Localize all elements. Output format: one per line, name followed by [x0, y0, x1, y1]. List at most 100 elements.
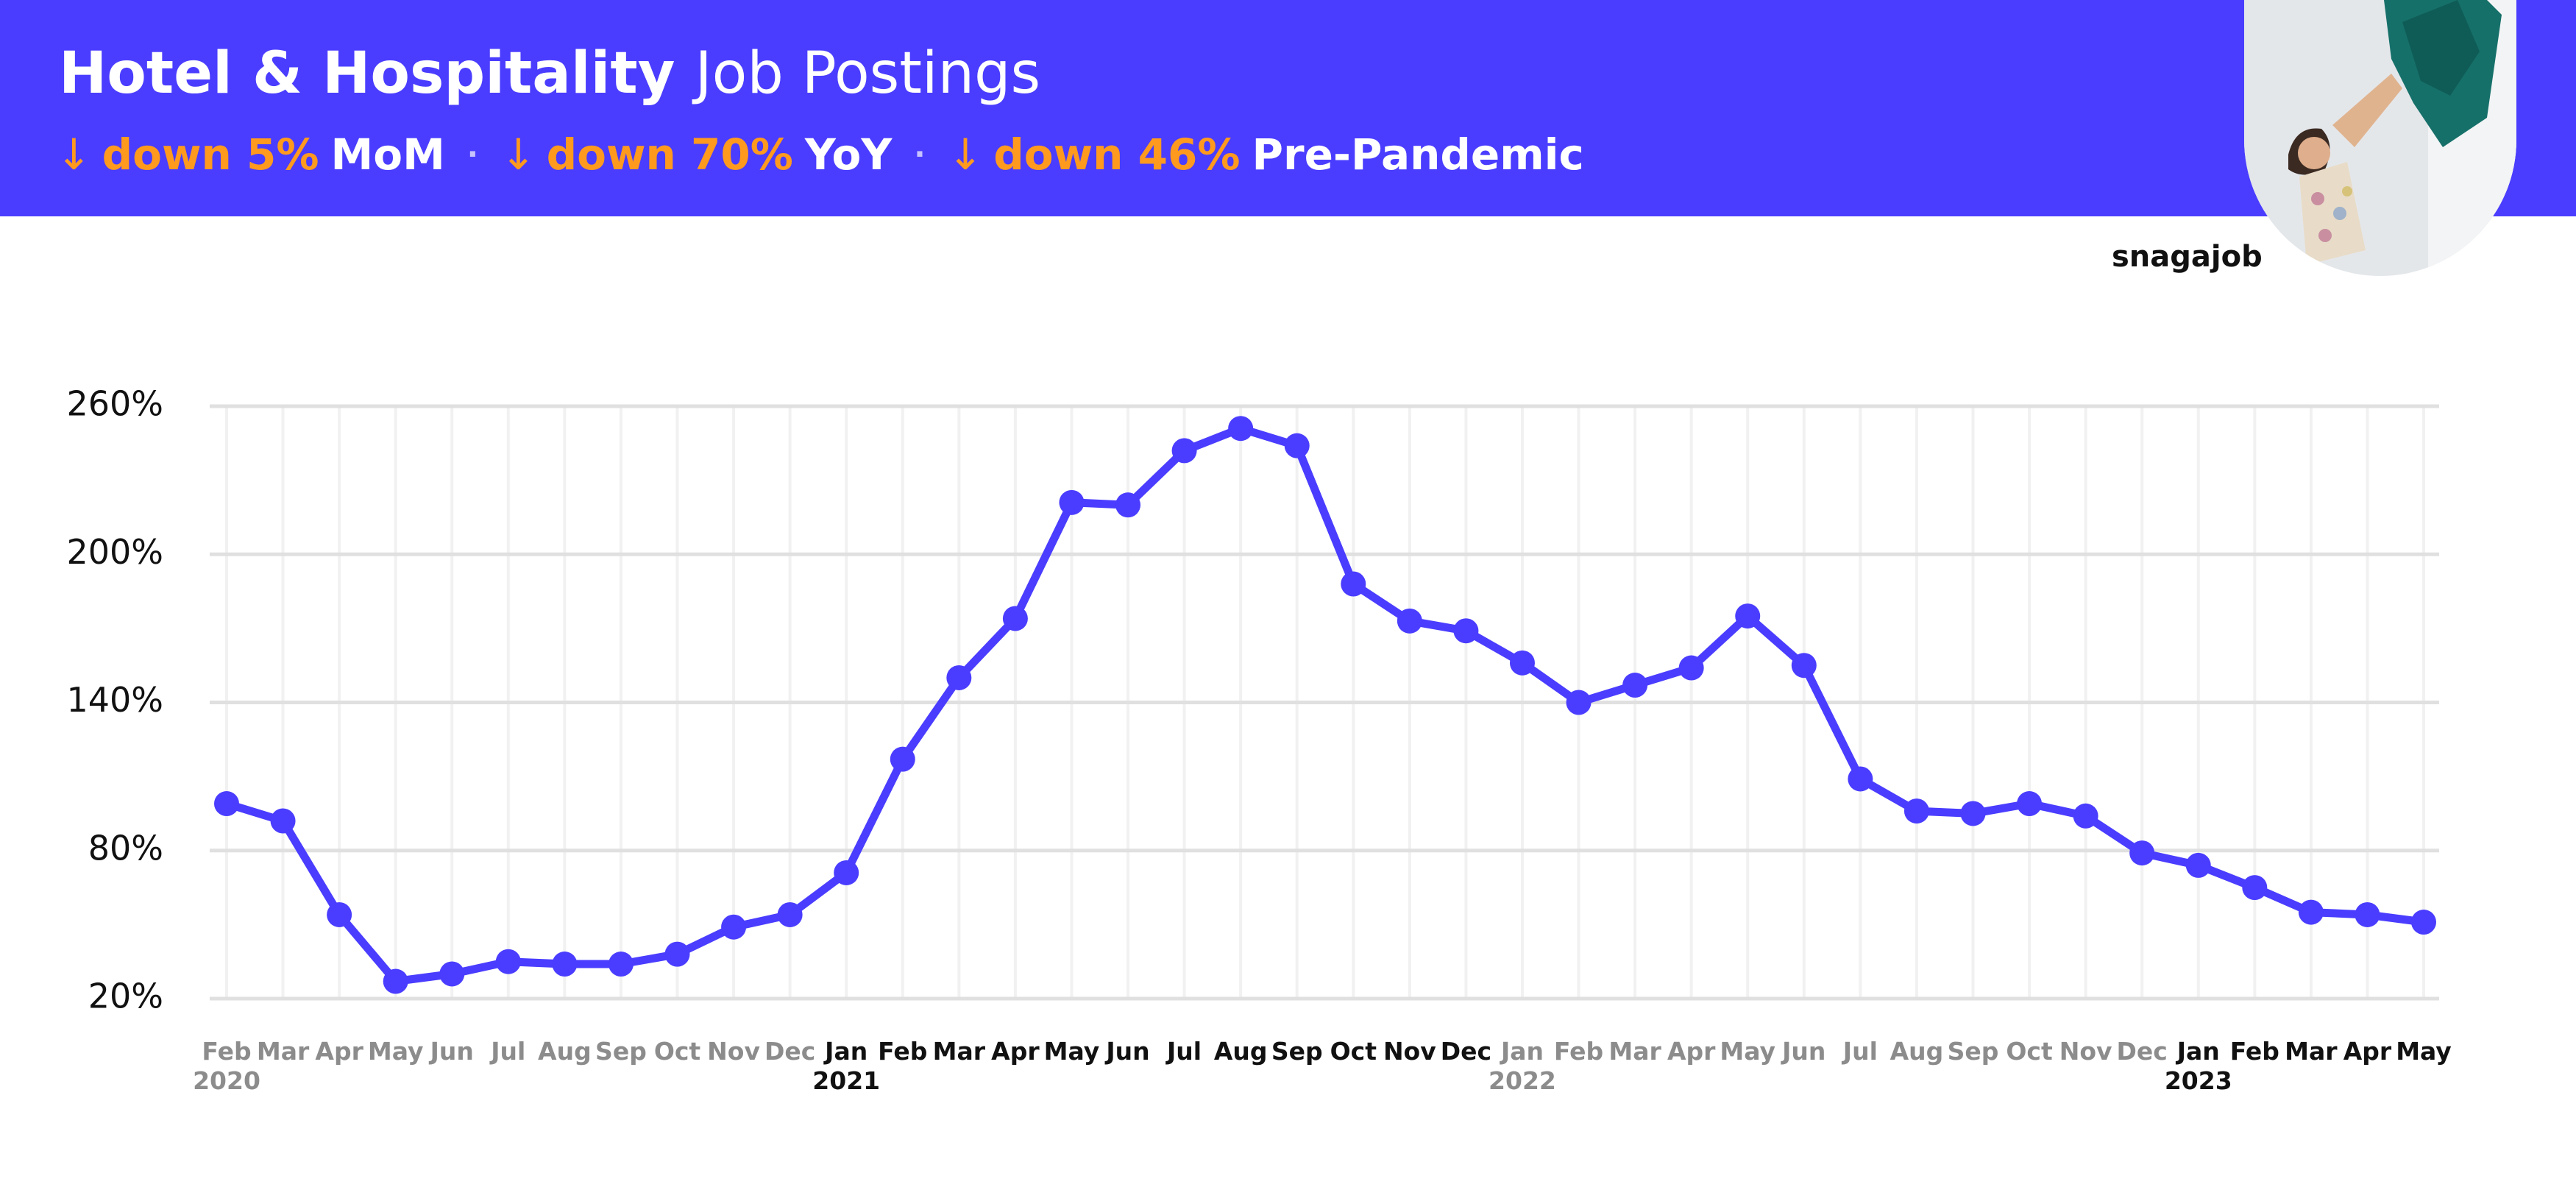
- header-banner: Hotel & Hospitality Job Postings ↓ down …: [0, 0, 2576, 216]
- x-tick-month: Apr: [1667, 1037, 1716, 1066]
- x-tick-month: Jul: [1842, 1037, 1878, 1066]
- data-point: [383, 968, 408, 994]
- series-line-layer: [222, 424, 2428, 985]
- x-tick-month: Feb: [1554, 1037, 1603, 1066]
- x-tick-month: Mar: [1608, 1037, 1661, 1066]
- worker-illustration: [2244, 0, 2516, 276]
- y-tick-label: 260%: [66, 384, 163, 424]
- x-tick-month: Apr: [2343, 1037, 2392, 1066]
- data-point: [2017, 791, 2043, 817]
- data-point: [2185, 852, 2211, 878]
- x-tick-month: Feb: [2230, 1037, 2279, 1066]
- stat-metric: YoY: [804, 130, 893, 180]
- data-point: [664, 941, 690, 967]
- title-light: Job Postings: [695, 40, 1041, 107]
- data-point: [1848, 766, 1873, 792]
- x-tick-month: Feb: [202, 1037, 251, 1066]
- stat-metric: MoM: [330, 130, 445, 180]
- data-point: [214, 791, 239, 817]
- x-tick-month: May: [368, 1037, 424, 1066]
- data-point: [2242, 875, 2268, 901]
- x-tick-month: May: [1044, 1037, 1100, 1066]
- data-point: [1960, 801, 1986, 826]
- data-point: [1678, 655, 1704, 681]
- data-point: [721, 914, 747, 940]
- data-point: [1509, 650, 1535, 676]
- snagajob-logo: snagajob: [2112, 240, 2263, 274]
- y-tick-label: 80%: [88, 828, 163, 868]
- data-point: [439, 961, 465, 987]
- x-tick-month: Apr: [315, 1037, 363, 1066]
- data-point: [777, 901, 803, 927]
- x-tick-month: Dec: [764, 1037, 815, 1066]
- down-arrow-icon: ↓: [500, 130, 536, 180]
- stat-metric: Pre-Pandemic: [1252, 130, 1584, 180]
- data-point: [1341, 571, 1366, 597]
- x-tick-month: Mar: [257, 1037, 310, 1066]
- x-tick-month: Jul: [489, 1037, 525, 1066]
- down-arrow-icon: ↓: [56, 130, 92, 180]
- x-tick-month: Apr: [991, 1037, 1040, 1066]
- data-point: [1284, 433, 1310, 458]
- stats-row: ↓ down 5% MoM · ↓ down 70% YoY · ↓ down …: [56, 125, 1584, 184]
- x-tick-month: Jun: [1781, 1037, 1825, 1066]
- x-tick-month: Feb: [878, 1037, 927, 1066]
- chart-grid: [210, 404, 2439, 1001]
- stat-yoy: ↓ down 70% YoY: [500, 130, 892, 180]
- data-point: [552, 952, 578, 977]
- data-point: [1228, 416, 1254, 442]
- x-tick-year: 2022: [1489, 1066, 1556, 1095]
- stat-pre-pandemic: ↓ down 46% Pre-Pandemic: [948, 130, 1584, 180]
- down-arrow-icon: ↓: [947, 130, 984, 180]
- x-tick-month: Oct: [2006, 1037, 2053, 1066]
- data-point: [2129, 840, 2155, 866]
- series-points-layer: [214, 416, 2436, 994]
- data-point: [495, 949, 521, 974]
- x-tick-month: Aug: [1890, 1037, 1944, 1066]
- x-tick-month: Jun: [1104, 1037, 1149, 1066]
- x-tick-month: Mar: [2285, 1037, 2338, 1066]
- x-tick-month: Dec: [2117, 1037, 2168, 1066]
- x-tick-month: Jan: [823, 1037, 867, 1066]
- x-tick-month: Nov: [2059, 1037, 2112, 1066]
- x-tick-month: Mar: [933, 1037, 986, 1066]
- data-point: [1115, 492, 1141, 518]
- page-title: Hotel & Hospitality Job Postings: [59, 35, 1040, 112]
- data-point: [1453, 618, 1479, 644]
- x-tick-month: Jan: [2176, 1037, 2220, 1066]
- x-tick-month: Aug: [1214, 1037, 1268, 1066]
- x-tick-month: Jun: [429, 1037, 474, 1066]
- data-point: [327, 901, 352, 927]
- x-tick-year: 2020: [193, 1066, 260, 1095]
- x-tick-month: Jan: [1500, 1037, 1544, 1066]
- x-tick-month: Nov: [1383, 1037, 1436, 1066]
- data-point: [946, 665, 972, 690]
- data-point: [2411, 910, 2436, 935]
- x-tick-month: Jul: [1165, 1037, 1202, 1066]
- x-tick-month: Sep: [1948, 1037, 1999, 1066]
- x-tick-month: Oct: [654, 1037, 701, 1066]
- stat-change: down 5%: [102, 130, 319, 180]
- y-axis-ticks: 260% 200% 140% 80% 20%: [66, 384, 163, 1016]
- data-point: [270, 808, 296, 834]
- y-tick-label: 20%: [88, 977, 163, 1016]
- title-bold: Hotel & Hospitality: [59, 40, 675, 107]
- data-point: [1002, 606, 1028, 631]
- x-tick-month: May: [1720, 1037, 1775, 1066]
- data-point: [1622, 673, 1648, 698]
- data-point: [1791, 653, 1817, 679]
- data-point: [608, 952, 634, 977]
- y-tick-label: 200%: [66, 532, 163, 572]
- x-tick-month: Dec: [1441, 1037, 1491, 1066]
- x-tick-month: May: [2396, 1037, 2452, 1066]
- data-point: [1397, 608, 1422, 634]
- stat-change: down 70%: [546, 130, 793, 180]
- x-tick-month: Nov: [707, 1037, 760, 1066]
- x-tick-month: Oct: [1330, 1037, 1377, 1066]
- x-tick-year: 2021: [812, 1066, 880, 1095]
- series-line: [222, 424, 2428, 985]
- data-point: [1566, 690, 1592, 715]
- data-point: [1059, 489, 1085, 515]
